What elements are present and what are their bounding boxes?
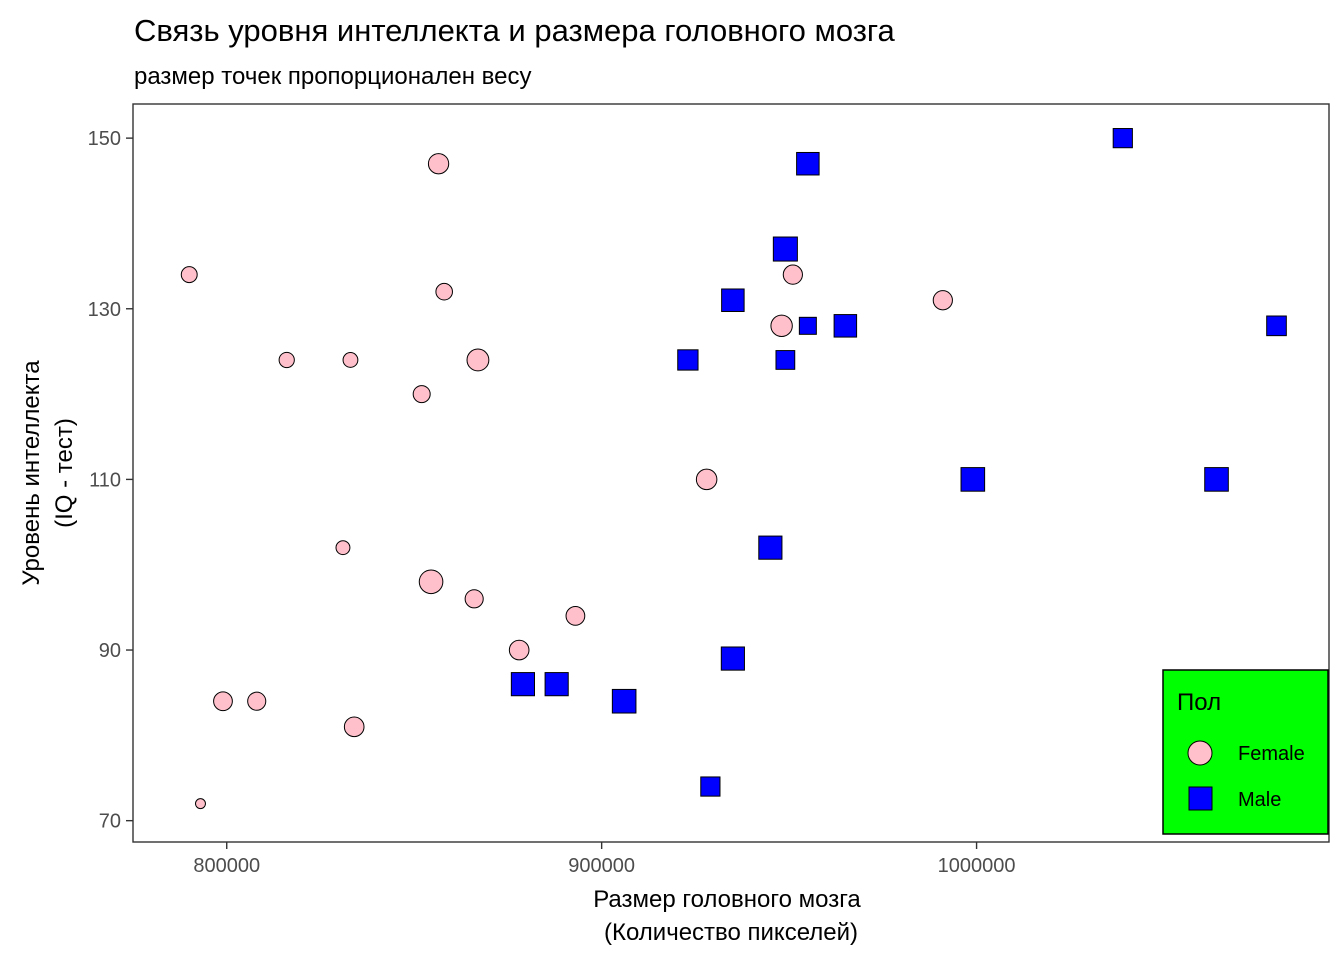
x-tick-label: 900000 — [568, 855, 635, 877]
point-female — [782, 264, 803, 285]
point-male — [960, 467, 986, 492]
point-male — [677, 349, 699, 371]
point-female — [418, 569, 444, 595]
point-female — [464, 589, 484, 609]
legend-title: Пол — [1177, 689, 1221, 716]
point-female — [565, 606, 586, 626]
point-female — [247, 691, 267, 711]
y-tick-label: 130 — [88, 299, 121, 321]
point-male — [796, 151, 820, 176]
y-tick-label: 150 — [88, 128, 121, 150]
point-female — [342, 352, 359, 368]
chart-title: Связь уровня интеллекта и размера головн… — [134, 13, 896, 48]
point-female — [180, 266, 198, 284]
x-tick-label: 800000 — [193, 855, 260, 877]
point-female — [435, 282, 453, 301]
point-male — [1204, 467, 1229, 492]
legend: Пол Female Male — [1162, 669, 1329, 835]
y-tick-label: 110 — [89, 469, 121, 491]
point-female — [195, 798, 206, 810]
point-male — [510, 672, 535, 697]
point-male — [1266, 315, 1287, 337]
point-male — [798, 316, 817, 335]
x-axis-title-line1: Размер головного мозга — [593, 886, 861, 913]
point-female — [213, 691, 233, 712]
legend-key-male — [1188, 786, 1213, 811]
x-axis-title-line2: (Количество пикселей) — [604, 919, 858, 946]
y-axis: 70 90 110 130 150 — [88, 128, 133, 833]
point-male — [775, 350, 796, 370]
point-female — [508, 639, 530, 661]
y-tick-label: 70 — [99, 811, 121, 833]
point-male — [1112, 128, 1133, 149]
plot-panel — [133, 104, 1329, 842]
legend-label-male: Male — [1238, 789, 1281, 811]
point-female — [466, 348, 490, 372]
point-male — [700, 776, 721, 797]
plot-area — [132, 103, 1330, 843]
points-layer — [180, 128, 1287, 810]
point-female — [343, 716, 365, 738]
point-male — [772, 236, 798, 262]
legend-key-female — [1187, 740, 1213, 766]
point-male — [720, 646, 745, 671]
legend-label-female: Female — [1238, 743, 1305, 765]
point-female — [335, 540, 351, 556]
y-axis-title-line2: (IQ - тест) — [51, 418, 78, 528]
point-female — [427, 153, 450, 175]
x-axis: 800000 900000 1000000 — [193, 842, 1016, 877]
y-axis-title-line1: Уровень интеллекта — [18, 360, 45, 586]
point-female — [278, 351, 295, 369]
chart-subtitle: размер точек пропорционален весу — [134, 63, 531, 90]
point-female — [412, 385, 431, 404]
point-male — [758, 535, 783, 560]
point-female — [932, 290, 953, 311]
x-tick-label: 1000000 — [938, 855, 1016, 877]
point-male — [544, 672, 569, 697]
point-male — [611, 688, 637, 714]
point-female — [695, 468, 718, 491]
point-female — [770, 314, 793, 338]
point-male — [833, 314, 858, 338]
plot-border — [132, 103, 1330, 843]
point-male — [721, 288, 745, 312]
y-tick-label: 90 — [99, 640, 121, 662]
